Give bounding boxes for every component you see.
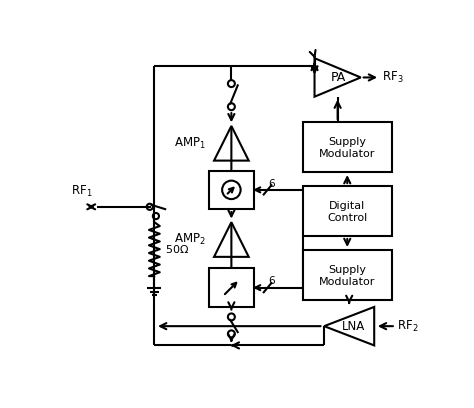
Bar	[303, 186, 392, 236]
Bar	[209, 268, 254, 307]
Text: Modulator: Modulator	[319, 277, 375, 287]
Text: RF$_3$: RF$_3$	[382, 70, 403, 85]
Text: AMP$_2$: AMP$_2$	[174, 232, 206, 247]
Bar	[303, 250, 392, 300]
Text: LNA: LNA	[341, 319, 365, 333]
Bar	[303, 122, 392, 172]
Text: Supply: Supply	[328, 264, 366, 275]
Text: Supply: Supply	[328, 137, 366, 147]
Text: 6: 6	[268, 179, 275, 189]
Text: Digital: Digital	[329, 201, 365, 211]
Text: PA: PA	[331, 71, 346, 84]
Text: Control: Control	[327, 213, 367, 223]
Text: AMP$_1$: AMP$_1$	[174, 136, 206, 151]
Text: 6: 6	[268, 277, 275, 286]
Text: Modulator: Modulator	[319, 149, 375, 159]
Bar	[209, 171, 254, 209]
Text: 50$\Omega$: 50$\Omega$	[165, 243, 189, 255]
Text: RF$_2$: RF$_2$	[397, 319, 419, 334]
Text: RF$_1$: RF$_1$	[71, 184, 93, 199]
